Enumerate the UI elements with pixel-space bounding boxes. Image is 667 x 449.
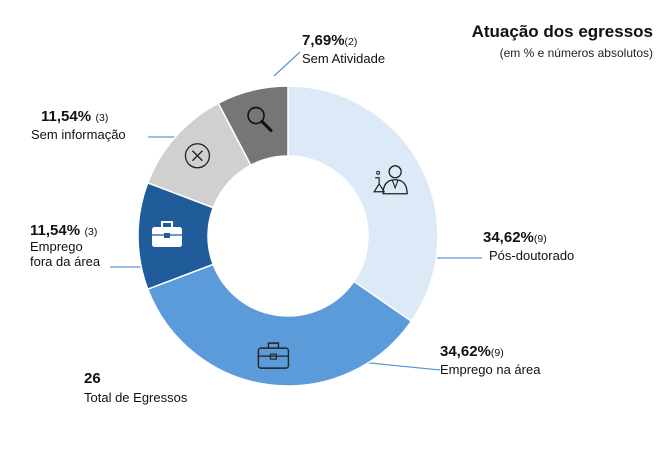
briefcase-filled-icon [152, 221, 182, 247]
chart-title: Atuação dos egressos [471, 22, 653, 41]
slice-count: (2) [344, 36, 358, 48]
slice-name: Pós-doutorado [489, 248, 575, 264]
chart-subtitle: (em % e números absolutos) [499, 46, 653, 60]
briefcase-icon [257, 342, 290, 369]
donut-slice-pos [287, 85, 439, 323]
label-sem-informacao: 11,54% (3) Sem informação [31, 108, 126, 145]
label-pos-doutorado: 34,62%(9) Pós-doutorado [483, 229, 574, 266]
slice-name: Emprego fora da área [30, 239, 101, 270]
slice-name: Sem informação [31, 127, 126, 143]
label-emprego-fora: 11,54% (3) Emprego fora da área [30, 222, 100, 272]
donut-slice-semativ [217, 85, 289, 167]
slice-percent: 34,62% [440, 343, 491, 360]
label-sem-atividade: 7,69%(2) Sem Atividade [302, 32, 385, 69]
slice-percent: 7,69% [302, 32, 345, 49]
slice-percent: 34,62% [483, 229, 534, 246]
total-label: Total de Egressos [84, 390, 188, 405]
slice-percent: 11,54% [41, 108, 92, 125]
slice-count: (3) [95, 112, 109, 124]
scientist-icon [373, 165, 408, 195]
magnifier-icon [247, 106, 273, 133]
donut-slice-emprego [146, 263, 413, 387]
slice-percent: 11,54% [30, 222, 81, 239]
leader-line-emprego-area [359, 361, 441, 371]
leader-line-sem-atividade [273, 51, 301, 77]
slice-count: (3) [84, 226, 98, 238]
label-emprego-area: 34,62%(9) Emprego na área [440, 343, 540, 380]
slice-name: Emprego na área [440, 362, 541, 378]
slice-count: (9) [490, 347, 504, 359]
total-value: 26 [84, 370, 101, 387]
circle-x-icon [184, 143, 211, 169]
slice-count: (9) [533, 233, 547, 245]
slice-name: Sem Atividade [302, 51, 386, 67]
